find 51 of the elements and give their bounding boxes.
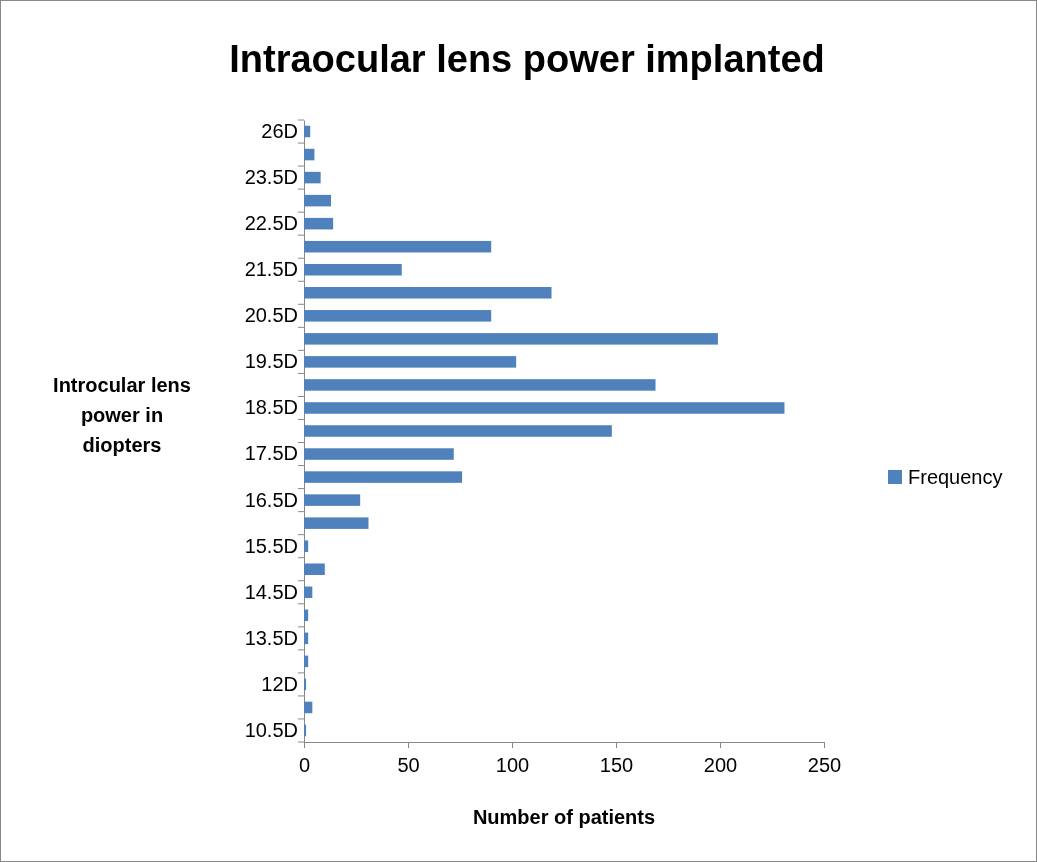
y-tick-label: 21.5D	[244, 258, 298, 281]
y-tick-label: 12D	[261, 672, 298, 695]
y-axis-title: Introcular lens power in diopters	[53, 374, 191, 456]
x-tick-label: 200	[703, 754, 738, 777]
y-tick-label: 10.5D	[244, 718, 298, 741]
x-tick-label: 50	[397, 754, 420, 777]
bar	[304, 678, 307, 691]
bar	[304, 563, 325, 575]
bar	[304, 217, 334, 230]
chart-title: Intraocular lens power implanted	[229, 38, 825, 80]
y-tick-label: 26D	[261, 119, 298, 142]
bar	[304, 540, 309, 552]
bar	[304, 194, 332, 207]
bar	[304, 724, 307, 737]
bar	[304, 240, 492, 253]
bar	[304, 287, 552, 299]
y-tick-label: 18.5D	[244, 396, 298, 419]
y-tick-label: 14.5D	[244, 580, 298, 603]
x-tick-label: 0	[298, 754, 311, 777]
bar	[304, 425, 612, 437]
bar	[304, 448, 454, 460]
bar	[304, 632, 309, 645]
bar	[304, 471, 463, 483]
bar	[304, 402, 785, 414]
y-tick-label: 22.5D	[244, 212, 298, 235]
x-axis-title: Number of patients	[472, 806, 656, 828]
bar	[304, 494, 361, 506]
bar	[304, 333, 718, 345]
bar	[304, 609, 309, 622]
y-tick-label: 19.5D	[244, 350, 298, 373]
x-tick-label: 250	[807, 754, 842, 777]
x-tick-label: 100	[495, 754, 530, 777]
y-tick-label: 15.5D	[244, 534, 298, 557]
bar	[304, 379, 656, 391]
bar	[304, 586, 313, 599]
bar	[304, 263, 402, 276]
y-tick-label: 20.5D	[244, 304, 298, 327]
y-tick-label: 23.5D	[244, 165, 298, 188]
y-tick-label: 16.5D	[244, 488, 298, 511]
bar	[304, 356, 517, 368]
bar	[304, 517, 369, 529]
bar	[304, 701, 313, 714]
bar	[304, 655, 309, 668]
y-tick-label: 17.5D	[244, 442, 298, 465]
y-tick-label: 13.5D	[244, 626, 298, 649]
bar	[304, 148, 315, 161]
bar	[304, 171, 321, 184]
legend-label: Frequency	[908, 466, 1003, 488]
bar	[304, 310, 492, 322]
x-tick-label: 150	[599, 754, 634, 777]
bar	[304, 125, 311, 138]
